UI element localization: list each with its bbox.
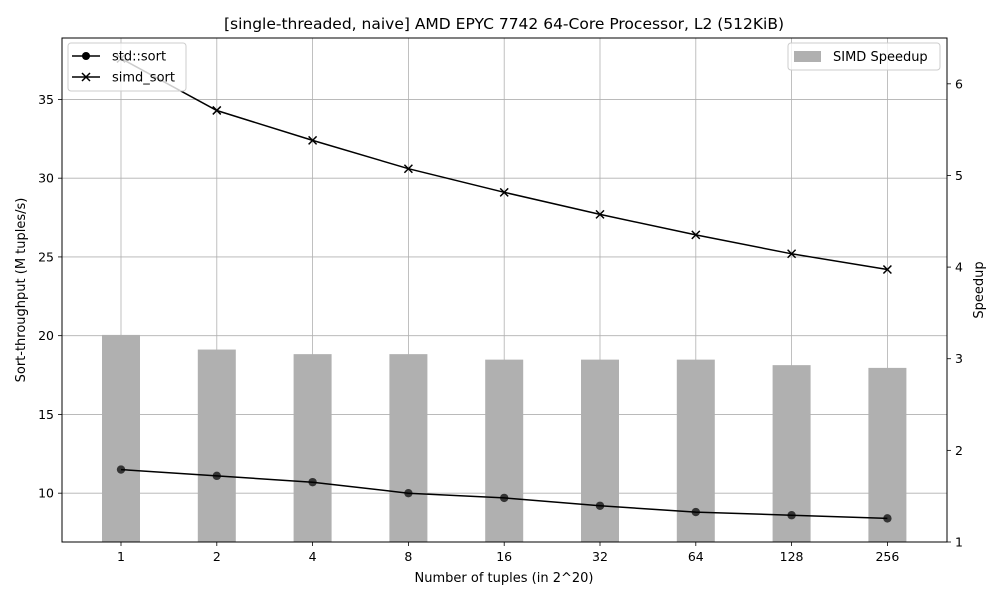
left-tick-label: 10 xyxy=(38,486,54,501)
left-tick-label: 25 xyxy=(38,249,54,264)
bar-legend: SIMD Speedup xyxy=(787,42,941,71)
right-axis-ticks: 1 2 3 4 5 6 xyxy=(947,76,963,550)
simd-sort-point xyxy=(691,230,701,240)
x-tick-label: 32 xyxy=(592,549,608,564)
x-tick-label: 256 xyxy=(875,549,899,564)
legend-speedup-label: SIMD Speedup xyxy=(833,50,928,65)
left-tick-label: 35 xyxy=(38,92,54,107)
speedup-bar xyxy=(389,354,428,542)
speedup-bar xyxy=(293,354,332,542)
std-sort-point xyxy=(883,514,892,523)
simd-sort-point xyxy=(403,164,413,174)
simd-sort-point xyxy=(882,264,892,275)
legend-simd-sort-marker xyxy=(81,72,91,82)
left-axis-ticks: 10 15 20 25 30 35 xyxy=(38,92,62,501)
x-axis-ticks: 1 2 4 8 16 32 64 128 256 xyxy=(117,542,899,564)
simd-sort-point xyxy=(212,105,222,115)
right-tick-label: 1 xyxy=(955,535,963,550)
legend-simd-sort-label: simd_sort xyxy=(112,71,175,86)
x-tick-label: 64 xyxy=(688,549,704,564)
line-legend: std::sort simd_sort xyxy=(67,42,187,92)
speedup-bar xyxy=(102,334,140,542)
x-tick-label: 8 xyxy=(404,549,412,564)
speedup-bar xyxy=(485,359,524,542)
right-tick-label: 5 xyxy=(955,168,963,183)
right-tick-label: 2 xyxy=(955,443,963,458)
right-axis-label: Speedup xyxy=(972,261,987,318)
bar-legend-box xyxy=(787,42,941,71)
std-sort-point xyxy=(212,471,221,481)
x-axis-label: Number of tuples (in 2^20) xyxy=(415,571,594,586)
left-axis-label: Sort-throughput (M tuples/s) xyxy=(14,198,29,383)
std-sort-point xyxy=(116,465,126,474)
x-tick-label: 16 xyxy=(496,549,512,564)
std-sort-point xyxy=(691,507,700,517)
x-tick-label: 1 xyxy=(117,549,125,564)
left-tick-label: 30 xyxy=(38,171,54,186)
x-tick-label: 4 xyxy=(309,549,317,564)
std-sort-point xyxy=(595,501,605,510)
std-sort-point xyxy=(308,477,317,487)
throughput-lines xyxy=(116,53,892,523)
simd-sort-point xyxy=(595,209,605,219)
legend-std-sort-marker xyxy=(82,52,90,60)
simd-sort-point xyxy=(499,187,509,197)
speedup-bar xyxy=(197,349,236,542)
speedup-bar xyxy=(868,367,907,542)
left-tick-label: 15 xyxy=(38,407,54,422)
std-sort-point xyxy=(787,511,796,520)
std-sort-point xyxy=(404,488,413,498)
x-tick-label: 2 xyxy=(213,549,221,564)
std-sort-point xyxy=(500,493,509,503)
speedup-bar xyxy=(581,359,619,542)
right-tick-label: 4 xyxy=(955,260,963,275)
legend-std-sort-label: std::sort xyxy=(112,50,166,65)
simd-sort-point xyxy=(308,135,318,145)
line-legend-box xyxy=(67,42,187,92)
right-tick-label: 6 xyxy=(955,76,963,91)
left-tick-label: 20 xyxy=(38,328,54,343)
simd-sort-point xyxy=(787,249,797,259)
right-tick-label: 3 xyxy=(955,351,963,366)
legend-speedup-swatch xyxy=(794,51,821,62)
speedup-bars xyxy=(102,334,907,542)
chart-title: [single-threaded, naive] AMD EPYC 7742 6… xyxy=(224,15,784,33)
x-tick-label: 128 xyxy=(780,549,804,564)
